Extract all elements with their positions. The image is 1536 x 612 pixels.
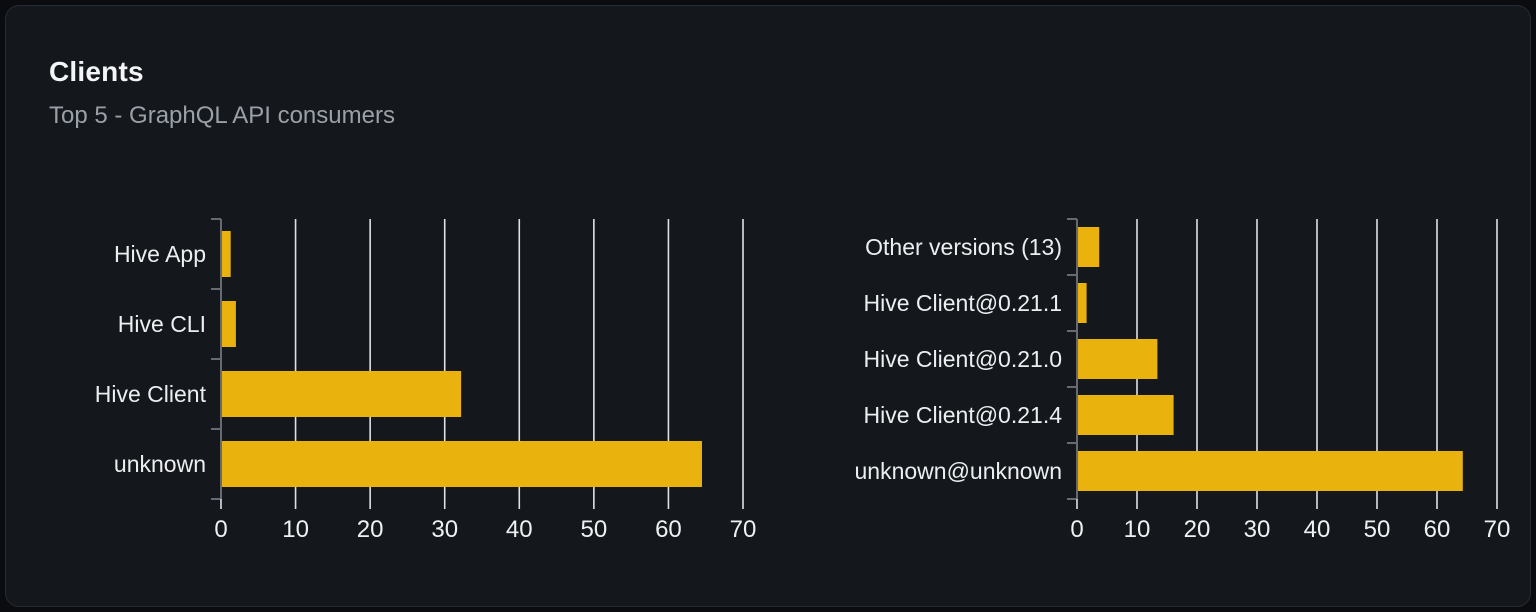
x-tick-label-40: 40 xyxy=(1304,516,1331,543)
bar-hive-client-0.21.0[interactable] xyxy=(1078,339,1158,379)
x-tick-label-0: 0 xyxy=(1070,516,1083,543)
category-label-unknown-unknown: unknown@unknown xyxy=(855,458,1062,484)
x-tick-label-70: 70 xyxy=(730,516,757,543)
category-label-hive-cli: Hive CLI xyxy=(118,311,206,337)
x-tick-label-30: 30 xyxy=(431,516,458,543)
page-title: Clients xyxy=(49,56,144,87)
x-tick-label-50: 50 xyxy=(581,516,608,543)
bar-hive-client-0.21.1[interactable] xyxy=(1078,283,1087,323)
x-tick-label-50: 50 xyxy=(1364,516,1391,543)
bar-hive-cli[interactable] xyxy=(222,301,236,347)
x-tick-label-40: 40 xyxy=(506,516,533,543)
clients-card: Clients Top 5 - GraphQL API consumers 0 1… xyxy=(5,5,1531,607)
x-tick-label-0: 0 xyxy=(214,516,227,543)
bar-hive-app[interactable] xyxy=(222,231,231,277)
category-label-unknown: unknown xyxy=(114,451,206,477)
bar-unknown-unknown[interactable] xyxy=(1078,451,1463,491)
client-versions-bar-chart: 0 10 20 30 40 50 60 70 Other versions (13) Hive C… xyxy=(855,218,1511,543)
category-label-hive-client: Hive Client xyxy=(95,381,207,407)
x-tick-label-10: 10 xyxy=(282,516,309,543)
category-label-other-versions-13-: Other versions (13) xyxy=(865,234,1062,260)
x-tick-label-20: 20 xyxy=(1184,516,1211,543)
category-label-hive-client-0.21.0: Hive Client@0.21.0 xyxy=(864,346,1063,372)
x-tick-label-60: 60 xyxy=(655,516,682,543)
x-tick-label-70: 70 xyxy=(1484,516,1511,543)
x-tick-label-60: 60 xyxy=(1424,516,1451,543)
bar-hive-client[interactable] xyxy=(222,371,462,417)
category-label-hive-app: Hive App xyxy=(114,241,206,267)
x-tick-label-10: 10 xyxy=(1124,516,1151,543)
category-label-hive-client-0.21.1: Hive Client@0.21.1 xyxy=(864,290,1063,316)
x-tick-label-20: 20 xyxy=(357,516,384,543)
bar-unknown[interactable] xyxy=(222,441,702,487)
category-label-hive-client-0.21.4: Hive Client@0.21.4 xyxy=(864,402,1063,428)
bar-other-versions-13-[interactable] xyxy=(1078,227,1100,267)
page-subtitle: Top 5 - GraphQL API consumers xyxy=(49,102,395,129)
bar-hive-client-0.21.4[interactable] xyxy=(1078,395,1174,435)
clients-bar-chart: 0 10 20 30 40 50 60 70 Hive App Hive CLI Hive Clie… xyxy=(95,218,757,543)
x-tick-label-30: 30 xyxy=(1244,516,1271,543)
